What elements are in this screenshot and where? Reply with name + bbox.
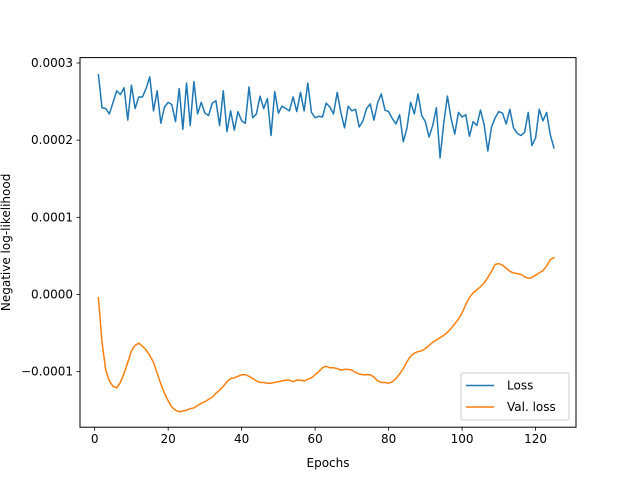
- y-axis-label: Negative log-likelihood: [0, 174, 13, 311]
- legend: Loss Val. loss: [460, 372, 570, 421]
- series-layer: [97, 73, 555, 413]
- series-line-val-loss: [97, 256, 555, 413]
- x-tick-label: 80: [381, 432, 396, 446]
- y-axis-ticks: −0.0001 0.0000 0.0001 0.0002 0.0003: [21, 56, 80, 379]
- plot-area-frame: [79, 57, 577, 428]
- x-tick-label: 40: [234, 432, 249, 446]
- x-tick-label: 120: [524, 432, 547, 446]
- series-line-loss: [97, 73, 555, 159]
- y-tick-label: 0.0002: [31, 133, 73, 147]
- y-tick-label: 0.0000: [31, 287, 73, 301]
- x-axis-ticks: 0 20 40 60 80 100 120: [91, 427, 547, 446]
- x-tick-label: 20: [161, 432, 176, 446]
- x-axis-label: Epochs: [307, 456, 350, 470]
- y-tick-label: 0.0003: [31, 56, 73, 70]
- legend-label-val-loss: Val. loss: [507, 400, 556, 414]
- x-tick-label: 60: [308, 432, 323, 446]
- x-tick-label: 100: [451, 432, 474, 446]
- y-tick-label: 0.0001: [31, 210, 73, 224]
- y-tick-label: −0.0001: [21, 365, 73, 379]
- x-tick-label: 0: [91, 432, 99, 446]
- legend-label-loss: Loss: [507, 379, 533, 393]
